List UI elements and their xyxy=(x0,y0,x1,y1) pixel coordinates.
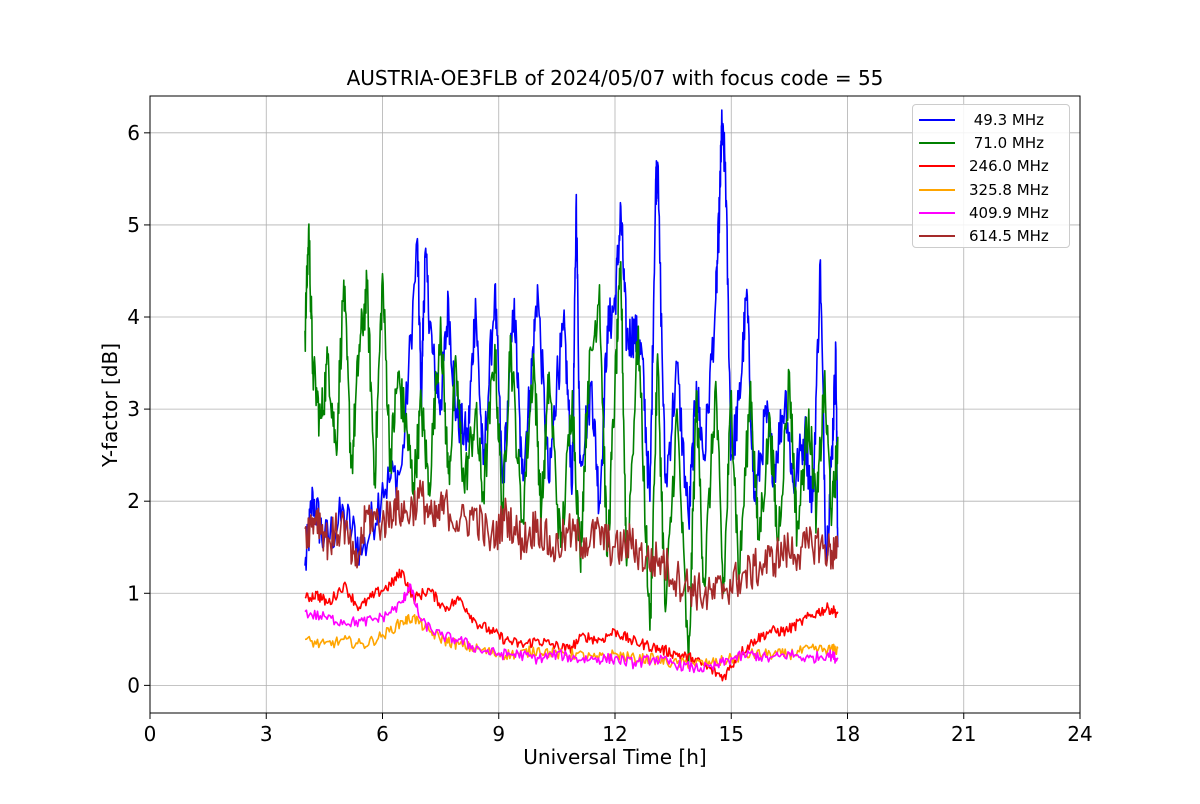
legend: 49.3 MHz 71.0 MHz 246.0 MHz 325.8 MHz 409.9… xyxy=(912,104,1070,248)
legend-label: 71.0 MHz xyxy=(969,133,1045,152)
y-tick-label: 5 xyxy=(127,213,140,237)
legend-label: 325.8 MHz xyxy=(969,180,1049,199)
x-tick-label: 3 xyxy=(260,722,273,746)
legend-label: 409.9 MHz xyxy=(969,203,1049,222)
x-tick-label: 15 xyxy=(719,722,744,746)
x-tick-label: 9 xyxy=(492,722,505,746)
y-tick-label: 6 xyxy=(127,121,140,145)
legend-swatch xyxy=(919,235,955,238)
y-tick-label: 0 xyxy=(127,673,140,697)
y-axis-label: Y-factor [dB] xyxy=(98,342,122,468)
legend-item: 246.0 MHz xyxy=(919,155,1063,178)
y-tick-label: 2 xyxy=(127,489,140,513)
chart-title: AUSTRIA-OE3FLB of 2024/05/07 with focus … xyxy=(346,66,884,90)
y-tick-label: 1 xyxy=(127,581,140,605)
legend-item: 71.0 MHz xyxy=(919,131,1063,154)
legend-label: 246.0 MHz xyxy=(969,157,1049,176)
x-tick-label: 18 xyxy=(835,722,860,746)
series-line xyxy=(304,109,839,571)
series-line xyxy=(304,583,839,674)
x-tick-label: 6 xyxy=(376,722,389,746)
legend-swatch xyxy=(919,118,955,121)
series-line xyxy=(304,568,839,682)
legend-label: 614.5 MHz xyxy=(969,227,1049,246)
series-line xyxy=(304,223,839,668)
x-tick-label: 0 xyxy=(144,722,157,746)
legend-swatch xyxy=(919,211,955,214)
legend-item: 614.5 MHz xyxy=(919,224,1063,247)
legend-swatch xyxy=(919,141,955,144)
legend-swatch xyxy=(919,188,955,191)
legend-item: 49.3 MHz xyxy=(919,108,1063,131)
y-tick-label: 3 xyxy=(127,397,140,421)
x-tick-label: 21 xyxy=(951,722,976,746)
series-line xyxy=(304,479,839,611)
x-axis-label: Universal Time [h] xyxy=(523,745,707,769)
x-tick-label: 24 xyxy=(1067,722,1092,746)
y-tick-label: 4 xyxy=(127,305,140,329)
legend-item: 409.9 MHz xyxy=(919,201,1063,224)
legend-item: 325.8 MHz xyxy=(919,178,1063,201)
legend-label: 49.3 MHz xyxy=(969,110,1045,129)
legend-swatch xyxy=(919,165,955,168)
x-tick-label: 12 xyxy=(602,722,627,746)
